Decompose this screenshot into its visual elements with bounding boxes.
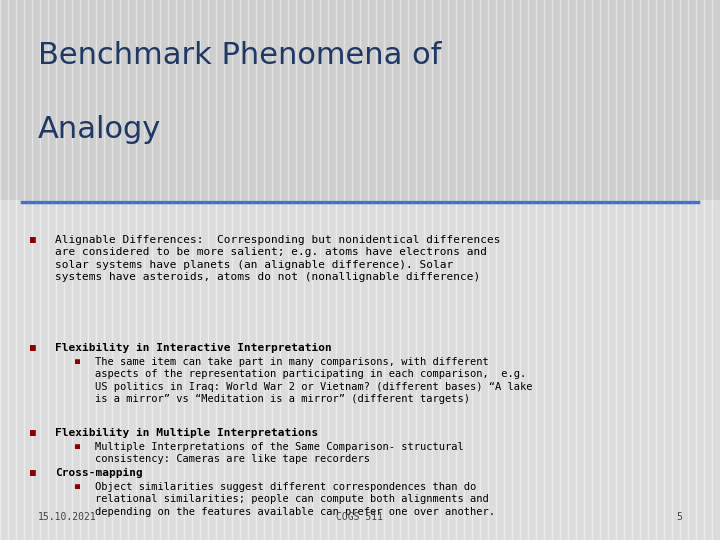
Text: ■: ■ xyxy=(30,343,36,353)
Text: Analogy: Analogy xyxy=(38,116,161,145)
Text: ■: ■ xyxy=(75,357,80,366)
Text: ■: ■ xyxy=(75,442,80,451)
Text: Alignable Differences:  Corresponding but nonidentical differences
are considere: Alignable Differences: Corresponding but… xyxy=(55,235,500,282)
Text: Cross-mapping: Cross-mapping xyxy=(55,468,143,478)
Text: ■: ■ xyxy=(30,468,36,478)
Text: Flexibility in Interactive Interpretation: Flexibility in Interactive Interpretatio… xyxy=(55,343,332,353)
Text: Benchmark Phenomena of: Benchmark Phenomena of xyxy=(38,40,441,70)
Text: ■: ■ xyxy=(30,428,36,438)
Text: The same item can take part in many comparisons, with different
aspects of the r: The same item can take part in many comp… xyxy=(95,357,533,404)
FancyBboxPatch shape xyxy=(0,0,720,200)
Text: 5: 5 xyxy=(676,512,682,522)
Text: Object similarities suggest different correspondences than do
relational similar: Object similarities suggest different co… xyxy=(95,482,495,517)
Text: 15.10.2021: 15.10.2021 xyxy=(38,512,96,522)
Text: ■: ■ xyxy=(75,482,80,491)
Text: COGS 511: COGS 511 xyxy=(336,512,384,522)
Text: ■: ■ xyxy=(30,235,36,245)
Text: Multiple Interpretations of the Same Comparison- structural
consistency: Cameras: Multiple Interpretations of the Same Com… xyxy=(95,442,464,464)
Text: Flexibility in Multiple Interpretations: Flexibility in Multiple Interpretations xyxy=(55,428,318,438)
